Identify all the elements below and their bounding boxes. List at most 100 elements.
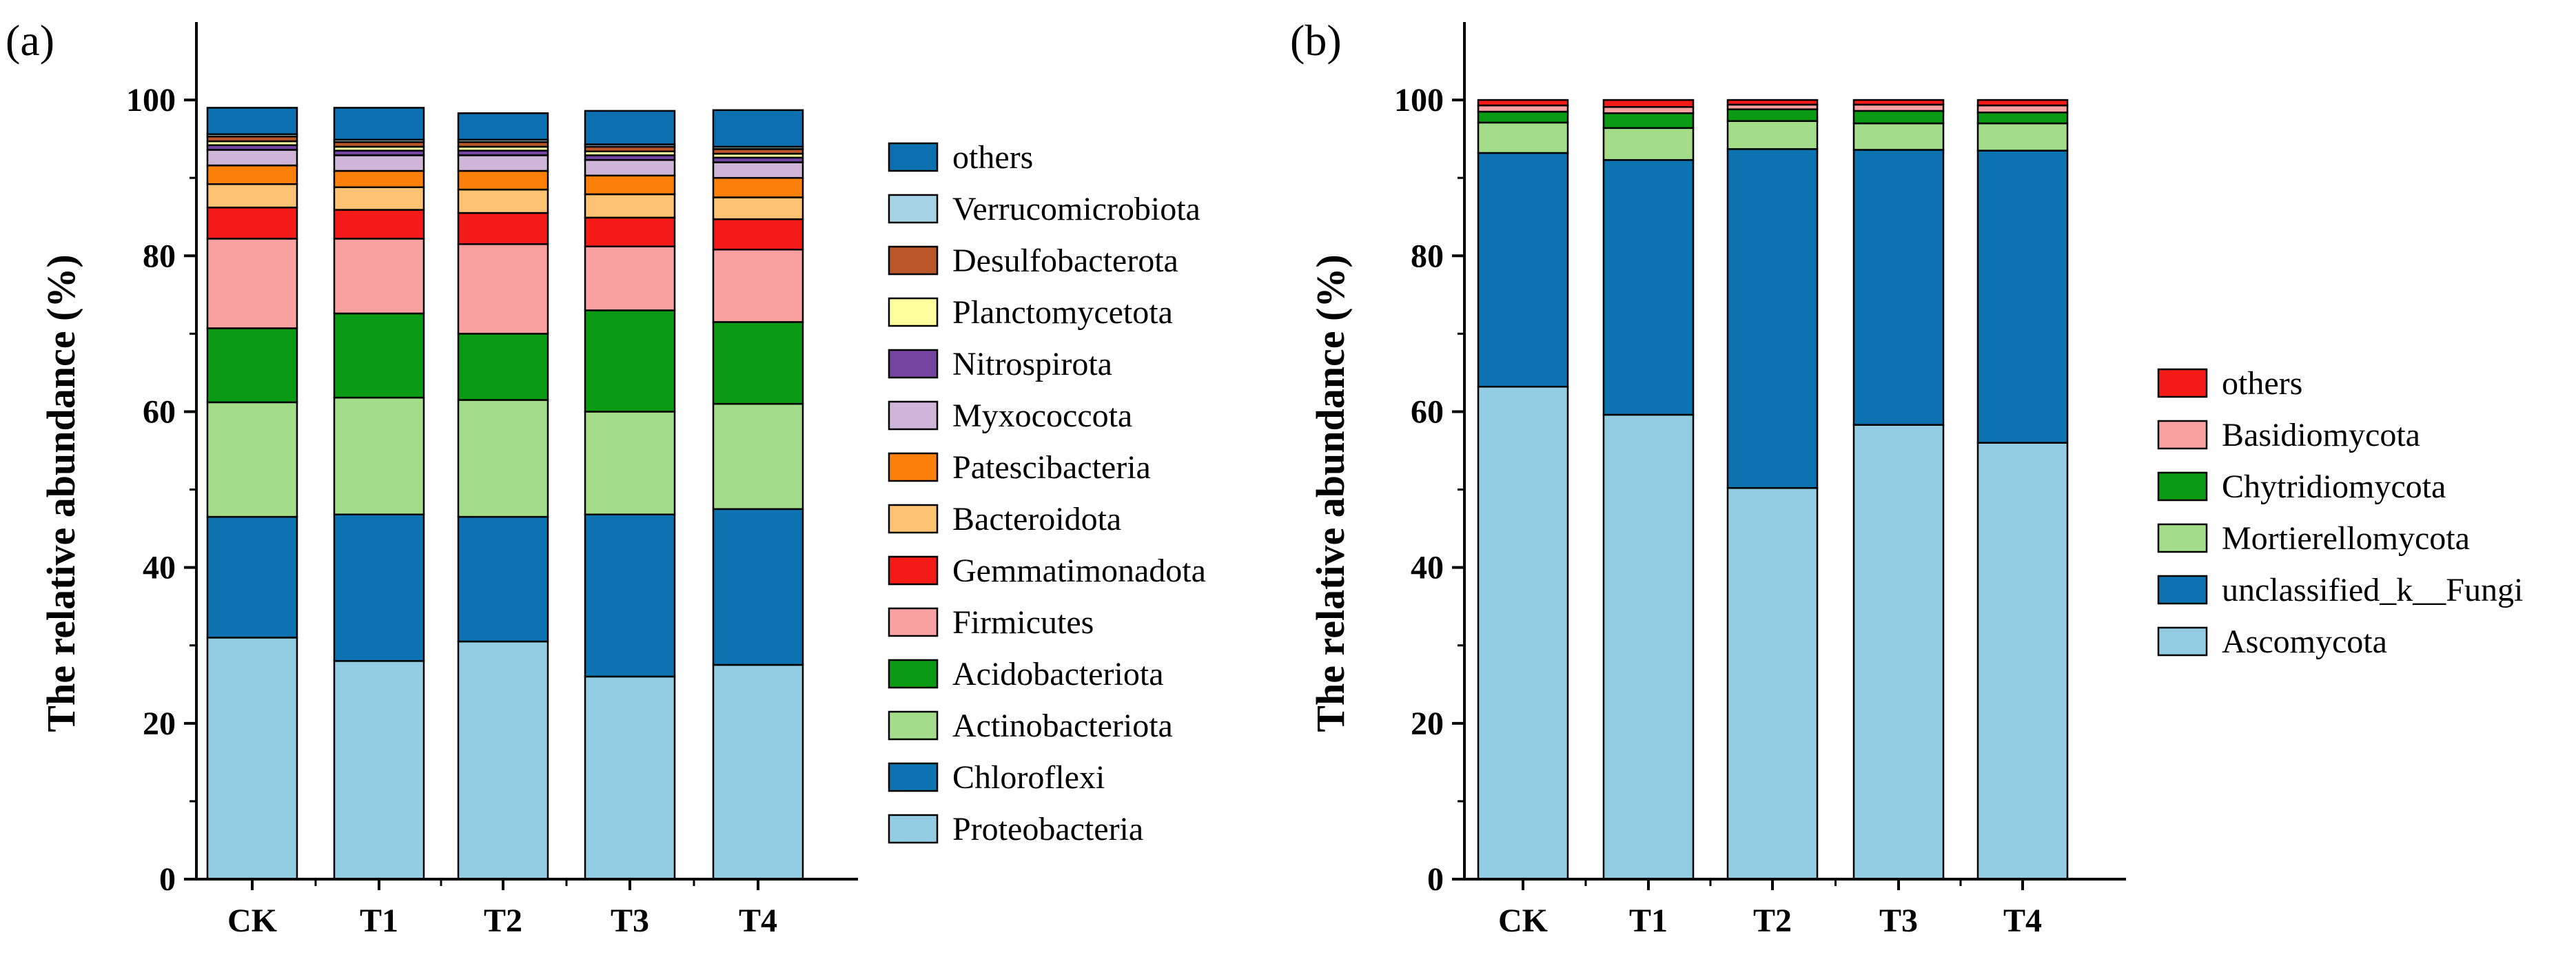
bar-segment-b-ck-unclassified-k-fungi: [1477, 152, 1569, 388]
panel-a: (a) The relative abundance (%) 0 20 40 60 80…: [6, 16, 1206, 939]
y-tick-label-a-80: 80: [143, 238, 176, 274]
bar-segment-a-t4-firmicutes: [712, 248, 804, 323]
bar-segment-a-t4-patescibacteria: [712, 176, 804, 198]
legend-item-a-verrucomicrobiota: Verrucomicrobiota: [888, 191, 1200, 227]
legend-swatch-a-desulfobacterota: [888, 245, 939, 276]
x-tick-label-a-ck: CK: [227, 903, 277, 939]
y-axis-label-a: The relative abundance (%): [39, 254, 83, 732]
bar-segment-a-ck-acidobacteriota: [206, 327, 298, 404]
bar-segment-a-t2-patescibacteria: [457, 169, 549, 191]
legend-swatch-b-mortierellomycota: [2157, 523, 2208, 553]
legend-swatch-a-nitrospirota: [888, 349, 939, 379]
bar-segment-a-t4-chloroflexi: [712, 508, 804, 666]
legend-item-a-planctomycetota: Planctomycetota: [888, 294, 1173, 331]
bar-segment-a-t1-firmicutes: [333, 238, 425, 315]
legend-label-b-others: others: [2222, 365, 2302, 402]
legend-swatch-a-chloroflexi: [888, 762, 939, 792]
bar-segment-a-t3-firmicutes: [584, 245, 676, 311]
y-tick-label-b-60: 60: [1411, 393, 1444, 430]
legend-item-a-nitrospirota: Nitrospirota: [888, 346, 1112, 382]
bar-segment-a-ck-others: [206, 107, 298, 136]
x-tick-label-a-t2: T2: [484, 903, 522, 939]
legend-label-a-others: others: [952, 139, 1033, 176]
legend-swatch-a-myxococcota: [888, 400, 939, 431]
y-tick-label-b-0: 0: [1427, 861, 1444, 898]
legend-label-b-mortierellomycota: Mortierellomycota: [2222, 520, 2470, 557]
bar-segment-a-t2-chloroflexi: [457, 515, 549, 643]
legend-swatch-b-chytridiomycota: [2157, 471, 2208, 502]
bar-segment-a-t4-acidobacteriota: [712, 321, 804, 405]
legend-item-b-chytridiomycota: Chytridiomycota: [2157, 469, 2446, 505]
bar-segment-a-t3-proteobacteria: [584, 675, 676, 881]
bar-segment-b-t3-unclassified-k-fungi: [1852, 149, 1945, 426]
legend-item-b-basidiomycota: Basidiomycota: [2157, 417, 2420, 453]
bar-segment-a-ck-firmicutes: [206, 238, 298, 329]
bar-segment-a-t3-acidobacteriota: [584, 309, 676, 413]
legend-b: others Basidiomycota Chytridiomycota Mortie…: [2157, 365, 2523, 660]
bar-segment-a-t3-patescibacteria: [584, 174, 676, 196]
legend-swatch-b-others: [2157, 368, 2208, 398]
bar-segment-a-ck-myxococcota: [206, 149, 298, 167]
legend-label-a-chloroflexi: Chloroflexi: [952, 759, 1105, 796]
legend-item-a-patescibacteria: Patescibacteria: [888, 449, 1151, 486]
legend-item-b-ascomycota: Ascomycota: [2157, 624, 2387, 660]
legend-item-a-others: others: [888, 139, 1033, 176]
panel-label-b: (b): [1290, 16, 1342, 65]
y-tick-label-a-20: 20: [143, 706, 176, 742]
bar-segment-a-t2-acidobacteriota: [457, 333, 549, 401]
bar-segment-a-t1-acidobacteriota: [333, 312, 425, 399]
bar-segment-a-t3-chloroflexi: [584, 513, 676, 678]
bar-segment-b-ck-ascomycota: [1477, 386, 1569, 881]
legend-item-a-gemmatimonadota: Gemmatimonadota: [888, 553, 1206, 589]
bar-segment-b-ck-chytridiomycota: [1477, 110, 1569, 124]
bar-segment-b-ck-basidiomycota: [1477, 104, 1569, 113]
bar-segment-b-t1-others: [1602, 99, 1695, 108]
bar-segment-a-t1-patescibacteria: [333, 169, 425, 189]
y-tick-label-a-60: 60: [143, 393, 176, 430]
bar-segment-a-t4-myxococcota: [712, 161, 804, 179]
bar-segment-a-t1-actinobacteriota: [333, 396, 425, 515]
legend-swatch-a-patescibacteria: [888, 452, 939, 482]
bar-segment-a-ck-proteobacteria: [206, 637, 298, 881]
legend-swatch-a-firmicutes: [888, 607, 939, 637]
x-tick-label-b-t3: T3: [1879, 903, 1918, 939]
legend-label-a-desulfobacterota: Desulfobacterota: [952, 243, 1178, 279]
legend-label-a-verrucomicrobiota: Verrucomicrobiota: [952, 191, 1200, 227]
legend-item-a-actinobacteriota: Actinobacteriota: [888, 708, 1173, 744]
bar-segment-b-t4-chytridiomycota: [1976, 111, 2069, 125]
bar-segment-a-t4-gemmatimonadota: [712, 218, 804, 251]
y-tick-label-b-100: 100: [1394, 82, 1444, 119]
bar-segment-a-t2-proteobacteria: [457, 640, 549, 881]
bar-segment-b-t1-basidiomycota: [1602, 106, 1695, 114]
y-tick-label-a-0: 0: [159, 861, 176, 898]
panel-label-a: (a): [6, 16, 54, 65]
bar-segment-a-t1-proteobacteria: [333, 660, 425, 881]
legend-label-a-acidobacteriota: Acidobacteriota: [952, 656, 1164, 692]
y-tick-label-b-40: 40: [1411, 550, 1444, 586]
y-tick-label-a-40: 40: [143, 550, 176, 586]
legend-a: others Verrucomicrobiota Desulfobacterota P…: [888, 139, 1206, 847]
bar-segment-a-t1-myxococcota: [333, 154, 425, 172]
axes-a: 0 20 40 60 80 100 CK T1 T2 T3 T4: [126, 22, 858, 939]
x-tick-label-a-t4: T4: [739, 903, 777, 939]
legend-item-b-others: others: [2157, 365, 2302, 402]
legend-swatch-b-basidiomycota: [2157, 420, 2208, 450]
bar-segment-a-ck-chloroflexi: [206, 515, 298, 639]
x-tick-label-b-t4: T4: [2003, 903, 2042, 939]
y-tick-label-a-100: 100: [126, 82, 176, 119]
legend-swatch-a-proteobacteria: [888, 814, 939, 844]
legend-label-b-basidiomycota: Basidiomycota: [2222, 417, 2420, 453]
legend-label-b-unclassified-k-fungi: unclassified_k__Fungi: [2222, 572, 2523, 608]
y-tick-label-b-20: 20: [1411, 706, 1444, 742]
x-tick-label-b-t2: T2: [1753, 903, 1792, 939]
bar-segment-b-t4-basidiomycota: [1976, 104, 2069, 114]
bar-segment-a-t4-proteobacteria: [712, 663, 804, 881]
legend-label-a-actinobacteriota: Actinobacteriota: [952, 708, 1173, 744]
bar-segment-b-t2-ascomycota: [1726, 487, 1819, 881]
panel-b: (b) The relative abundance (%) 0 20 40 60 80…: [1290, 16, 2523, 939]
bar-segment-b-t2-others: [1726, 99, 1819, 106]
bar-segment-b-t4-others: [1976, 99, 2069, 107]
bar-segment-a-t2-myxococcota: [457, 154, 549, 172]
legend-item-a-chloroflexi: Chloroflexi: [888, 759, 1105, 796]
